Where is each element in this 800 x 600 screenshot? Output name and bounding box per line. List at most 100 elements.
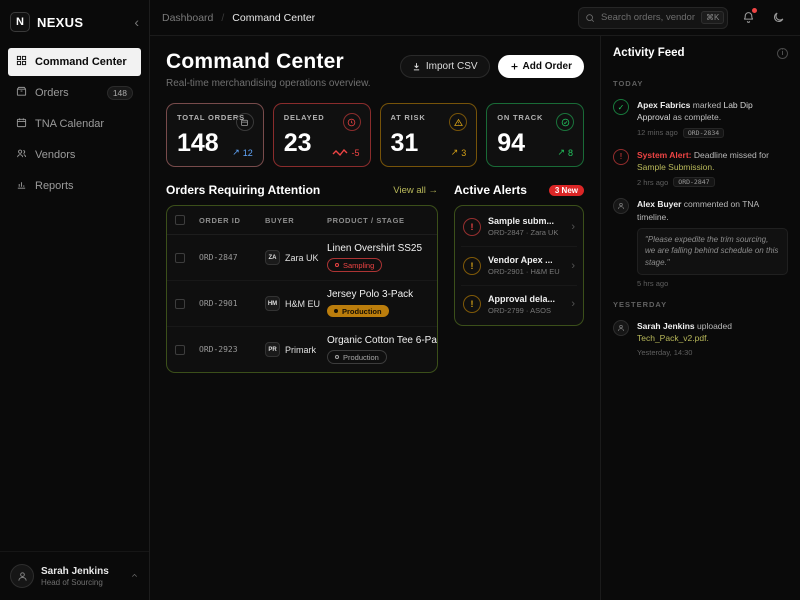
new-alerts-badge: 3 New — [548, 184, 584, 196]
sidebar-item-label: Orders — [35, 87, 69, 99]
alerts-section-title: Active Alerts — [454, 183, 527, 197]
alert-body: Vendor Apex ... ORD-2901 · H&M EU — [488, 255, 564, 277]
main-column: Dashboard / Command Center ⌘K — [150, 0, 800, 600]
sidebar-item-tna-calendar[interactable]: TNA Calendar — [8, 110, 141, 138]
feed-actor: Apex Fabrics — [637, 100, 691, 110]
clock-icon — [342, 113, 361, 131]
list-item[interactable]: Sarah Jenkins uploaded Tech_Pack_v2.pdf.… — [613, 319, 788, 358]
alert-meta: ORD-2901 · H&M EU — [488, 266, 560, 276]
row-checkbox[interactable] — [175, 252, 185, 263]
download-icon — [412, 62, 421, 71]
calendar-icon — [16, 117, 27, 131]
theme-toggle-button[interactable] — [768, 8, 788, 28]
alert-body: Sample subm... ORD-2847 · Zara UK — [488, 216, 564, 238]
stat-label: AT RISK — [390, 113, 426, 122]
feed-text-mid: uploaded — [694, 320, 732, 331]
search-input[interactable] — [601, 12, 695, 23]
trend-arrow: ↗ — [232, 147, 240, 157]
select-all-checkbox[interactable] — [175, 215, 185, 225]
search-box[interactable]: ⌘K — [578, 6, 728, 29]
info-icon[interactable]: i — [777, 47, 788, 59]
order-tag-badge[interactable]: ORD-2834 — [682, 127, 725, 138]
buyer-cell: PR Primark — [265, 342, 323, 357]
logo-row: N NEXUS ‹ — [0, 0, 149, 44]
search-shortcut: ⌘K — [701, 11, 725, 24]
sidebar-item-command-center[interactable]: Command Center — [8, 48, 141, 76]
alert-icon: ! — [463, 295, 481, 314]
column-buyer: BUYER — [265, 215, 295, 225]
stage-dot-icon — [335, 355, 339, 359]
buyer-name: Primark — [285, 344, 316, 355]
chevron-right-icon: › — [571, 220, 575, 233]
import-csv-button[interactable]: Import CSV — [399, 55, 490, 78]
list-item[interactable]: ! System Alert: Deadline missed for Samp… — [613, 148, 788, 188]
feed-body: Sarah Jenkins uploaded Tech_Pack_v2.pdf.… — [637, 320, 788, 358]
list-item[interactable]: Alex Buyer commented on TNA timeline. "P… — [613, 198, 788, 288]
list-item[interactable]: ! Sample subm... ORD-2847 · Zara UK › — [461, 208, 577, 247]
sidebar-collapse-icon[interactable]: ‹ — [134, 14, 139, 30]
stat-trend: ↗ 8 — [557, 147, 573, 158]
product-name: Jersey Polo 3-Pack — [327, 289, 414, 300]
feed-text: Sarah Jenkins uploaded Tech_Pack_v2.pdf. — [637, 320, 788, 345]
stage-label: Production — [343, 352, 379, 362]
user-avatar-icon — [613, 319, 629, 336]
lower-sections: Orders Requiring Attention View all → OR… — [166, 183, 584, 373]
search-icon — [585, 13, 595, 23]
stage-dot-icon — [335, 263, 339, 267]
table-row[interactable]: ORD-2923 PR Primark Organic Cotton Tee 6… — [167, 327, 437, 372]
breadcrumb-parent[interactable]: Dashboard — [162, 11, 214, 24]
user-info: Sarah Jenkins Head of Sourcing — [41, 566, 109, 587]
feed-time-row: 2 hrs ago ORD-2847 — [637, 177, 788, 188]
check-icon: ✓ — [613, 99, 629, 115]
alert-title: Sample subm... — [488, 216, 555, 226]
add-order-button[interactable]: Add Order — [497, 55, 584, 78]
stat-trend: -5 — [332, 148, 360, 158]
list-item[interactable]: ✓ Apex Fabrics marked Lab Dip Approval a… — [613, 99, 788, 138]
sidebar-user[interactable]: Sarah Jenkins Head of Sourcing — [0, 551, 149, 600]
page-actions: Import CSV Add Order — [399, 55, 584, 78]
users-icon — [16, 148, 27, 162]
stat-card-delayed[interactable]: DELAYED 23 -5 — [272, 103, 371, 167]
alert-icon: ! — [463, 217, 481, 236]
order-id: ORD-2847 — [199, 253, 238, 262]
stat-card-on-track[interactable]: ON TRACK 94 ↗ 8 — [486, 103, 584, 167]
list-item[interactable]: ! Vendor Apex ... ORD-2901 · H&M EU › — [461, 247, 577, 286]
orders-table: ORDER ID BUYER PRODUCT / STAGE ORD-2847 … — [166, 205, 438, 373]
feed-text: Alex Buyer commented on TNA timeline. — [637, 198, 788, 223]
stat-value: 23 — [283, 129, 312, 157]
buyer-cell: HM H&M EU — [265, 296, 323, 311]
stat-card-total-orders[interactable]: TOTAL ORDERS 148 ↗ 12 — [166, 103, 264, 167]
product-stage-cell: Jersey Polo 3-Pack Production — [327, 289, 429, 318]
activity-feed-body: TODAY ✓ Apex Fabrics marked Lab Dip Appr… — [601, 67, 800, 369]
user-avatar-icon — [613, 198, 629, 215]
table-row[interactable]: ORD-2901 HM H&M EU Jersey Polo 3-Pack Pr… — [167, 281, 437, 327]
stat-value: 94 — [497, 129, 526, 157]
row-checkbox[interactable] — [175, 344, 185, 355]
feed-text-tail: as complete. — [670, 112, 722, 123]
table-row[interactable]: ORD-2847 ZA Zara UK Linen Overshirt SS25… — [167, 235, 437, 281]
trend-value: 3 — [461, 147, 467, 158]
buyer-cell: ZA Zara UK — [265, 250, 323, 265]
view-all-link[interactable]: View all → — [393, 184, 438, 196]
sidebar-item-reports[interactable]: Reports — [8, 172, 141, 200]
row-checkbox[interactable] — [175, 298, 185, 309]
trend-sparkline-icon — [332, 149, 348, 157]
feed-timestamp: 5 hrs ago — [637, 278, 669, 288]
sidebar-nav: Command Center Orders 148 TNA Calendar V… — [0, 44, 149, 204]
notifications-button[interactable] — [738, 7, 758, 28]
stat-label: TOTAL ORDERS — [177, 113, 245, 122]
chevron-up-icon[interactable] — [130, 567, 139, 585]
feed-time-row: 12 mins ago ORD-2834 — [637, 127, 788, 138]
sidebar-item-vendors[interactable]: Vendors — [8, 141, 141, 169]
buyer-avatar: PR — [265, 342, 280, 357]
notification-dot — [752, 7, 757, 13]
trend-value: -5 — [351, 148, 360, 158]
stage-badge: Production — [327, 305, 389, 317]
stat-card-at-risk[interactable]: AT RISK 31 ↗ 3 — [379, 103, 478, 167]
order-tag-badge[interactable]: ORD-2847 — [673, 177, 715, 188]
sidebar-item-orders[interactable]: Orders 148 — [8, 79, 141, 107]
column-order-id: ORDER ID — [199, 215, 241, 225]
bell-icon — [742, 11, 755, 24]
list-item[interactable]: ! Approval dela... ORD-2799 · ASOS › — [461, 286, 577, 324]
